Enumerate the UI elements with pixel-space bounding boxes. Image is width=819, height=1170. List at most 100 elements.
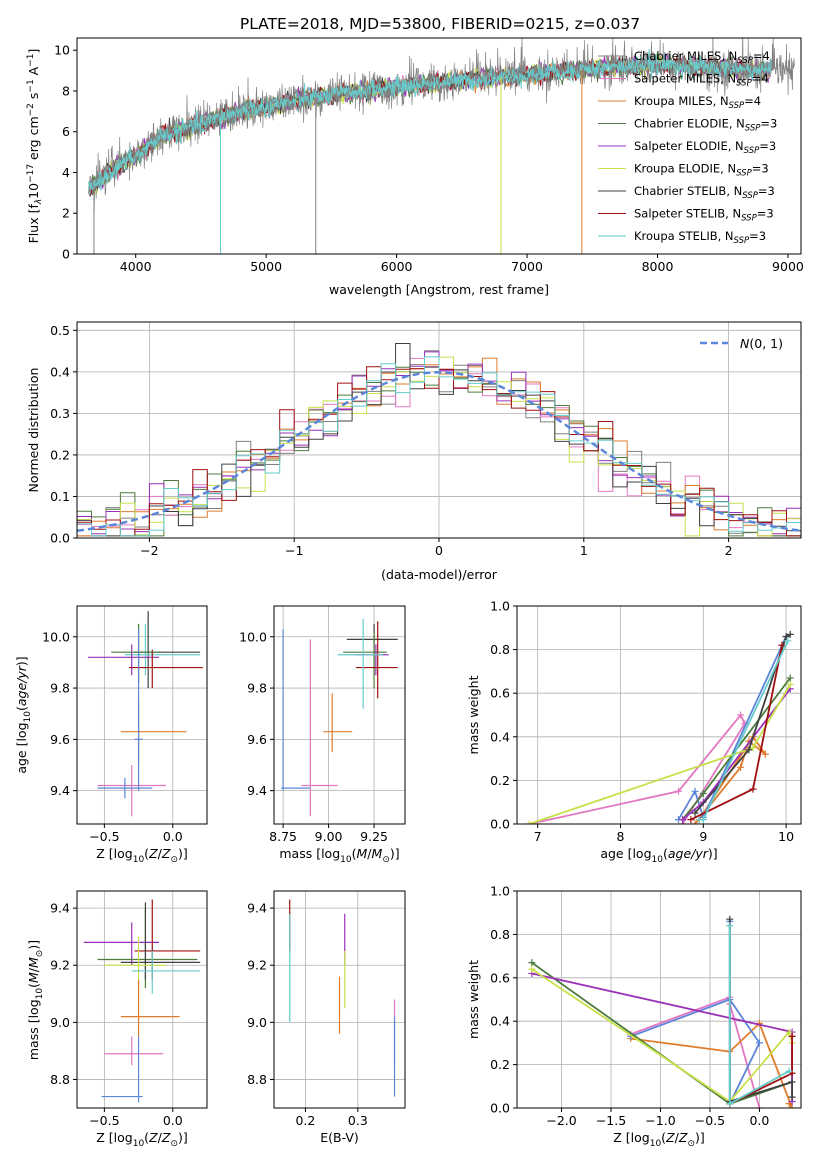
axes-frame: −2 −1 0 1 2 0.0 0.1 0.2 0.3 0.4 0.5 N(0, 1) (data-mo… <box>26 321 802 582</box>
label-part: SSP <box>736 79 752 89</box>
normal-curve <box>77 371 801 532</box>
weight-series <box>525 680 794 824</box>
data-point <box>134 611 201 689</box>
grid-lines <box>77 606 207 824</box>
y-tick-label: 9.0 <box>247 1015 267 1030</box>
weight-marker <box>691 820 699 824</box>
label-part: / <box>675 1130 680 1145</box>
data-point <box>355 644 389 676</box>
weight-series <box>528 965 796 1105</box>
label-part: SSP <box>741 214 757 224</box>
label-part: Chabrier ELODIE, N <box>634 117 745 131</box>
x-tick-label: 1 <box>580 543 588 558</box>
label-part: )] <box>695 1130 705 1145</box>
data-point <box>104 1036 164 1066</box>
weight-line <box>529 684 791 824</box>
x-tick-label: 8 <box>617 829 625 844</box>
weight-marker <box>786 680 794 688</box>
y-tick-label: 0.2 <box>50 447 70 462</box>
axes-border <box>273 890 406 1109</box>
label-part: erg cm <box>26 116 41 164</box>
data-point <box>134 899 201 980</box>
label-part: =3 <box>749 229 766 243</box>
label-part: 10 <box>26 183 41 199</box>
x-tick-label: 8000 <box>642 259 674 274</box>
weight-marker <box>782 633 790 641</box>
weight-marker <box>528 965 536 973</box>
label-part: SSP <box>729 101 745 111</box>
label-part: )] <box>708 846 718 861</box>
label-part: Salpeter ELODIE, N <box>634 139 744 153</box>
weight-marker <box>788 1032 796 1040</box>
label-part: SSP <box>745 124 761 134</box>
label-part: SSP <box>742 191 758 201</box>
grid-lines <box>274 606 405 824</box>
histogram-step <box>77 366 801 537</box>
axes-frame: −0.5 0.09.49.69.810.0Z [log10(Z/Z⊙)]age [… <box>14 605 208 865</box>
label-part: mass [log <box>26 999 41 1060</box>
legend-label: Chabrier STELIB, NSSP=3 <box>634 184 775 201</box>
plot-area <box>87 611 203 817</box>
weight-line <box>531 972 793 1102</box>
weight-series <box>627 1019 796 1108</box>
y-tick-label: 0.4 <box>50 364 70 379</box>
y-tick-label: 9.6 <box>50 732 70 747</box>
x-axis-label: wavelength [Angstrom, rest frame] <box>329 282 549 297</box>
label-part: ( <box>144 846 149 861</box>
x-tick-label: −1.0 <box>645 1113 675 1128</box>
x-tick-label: −2 <box>140 543 158 558</box>
y-tick-label: 0.3 <box>50 406 70 421</box>
data-point <box>87 644 160 676</box>
label-part: =4 <box>753 49 770 63</box>
label-part: ( <box>661 1130 666 1145</box>
label-part: Z <box>678 1130 688 1145</box>
x-tick-label: −1 <box>285 543 303 558</box>
x-tick-label: 0.3 <box>348 1113 368 1128</box>
label-part: Salpeter MILES, N <box>634 72 736 86</box>
weight-marker <box>726 922 734 930</box>
label-part: =3 <box>759 139 776 153</box>
weight-marker <box>788 1078 796 1086</box>
label-part: age/yr <box>668 846 709 861</box>
data-point <box>355 621 398 699</box>
label-part: (0, 1) <box>749 336 783 351</box>
label-part: / <box>26 967 41 972</box>
y-axis-label: Normed distribution <box>26 368 41 493</box>
panel-spectrum: 4000 5000 6000 7000 8000 9000 0 2 4 6 8 10 wavelengt… <box>26 37 804 297</box>
label-part: ] <box>26 49 41 54</box>
data-point <box>131 950 201 994</box>
label-part: ⊙ <box>170 855 178 865</box>
x-axis-label: Z [log10(Z/Z⊙)] <box>613 1130 705 1149</box>
label-part: s <box>26 93 41 104</box>
weight-marker <box>786 630 794 638</box>
weight-marker <box>699 816 707 824</box>
y-tick-label: 0.6 <box>490 686 510 701</box>
label-part: Z <box>148 1130 158 1145</box>
data-point <box>120 902 201 980</box>
x-tick-label: −0.5 <box>695 1113 725 1128</box>
label-part: =3 <box>752 162 769 176</box>
weight-marker <box>691 809 699 817</box>
weight-line <box>531 968 793 1103</box>
y-tick-label: 8 <box>62 83 70 98</box>
figure-title: PLATE=2018, MJD=53800, FIBERID=0215, z=0… <box>240 15 640 33</box>
y-tick-label: 1.0 <box>490 599 510 614</box>
data-point <box>337 618 384 709</box>
x-axis-label: Z [log10(Z/Z⊙)] <box>96 1130 188 1149</box>
data-point <box>134 629 143 791</box>
weight-line <box>677 636 787 821</box>
y-axis-label-text: age [log10(age/yr)] <box>14 656 33 773</box>
weight-marker <box>755 1039 763 1047</box>
label-part: Z <box>665 1130 675 1145</box>
weight-marker <box>786 674 794 682</box>
data-point <box>101 1036 143 1103</box>
label-part: 10 <box>340 855 352 865</box>
x-tick-label: 8.75 <box>269 829 297 844</box>
x-axis-label: (data-model)/error <box>381 567 498 582</box>
axes-frame: −0.5 0.08.89.09.29.4Z [log10(Z/Z⊙)]mass [… <box>26 890 208 1149</box>
y-tick-label: 9.2 <box>50 958 70 973</box>
panel-residuals: −2 −1 0 1 2 0.0 0.1 0.2 0.3 0.4 0.5 N(0, 1) (data-mo… <box>26 321 802 582</box>
y-tick-label: 0.4 <box>490 1014 510 1029</box>
